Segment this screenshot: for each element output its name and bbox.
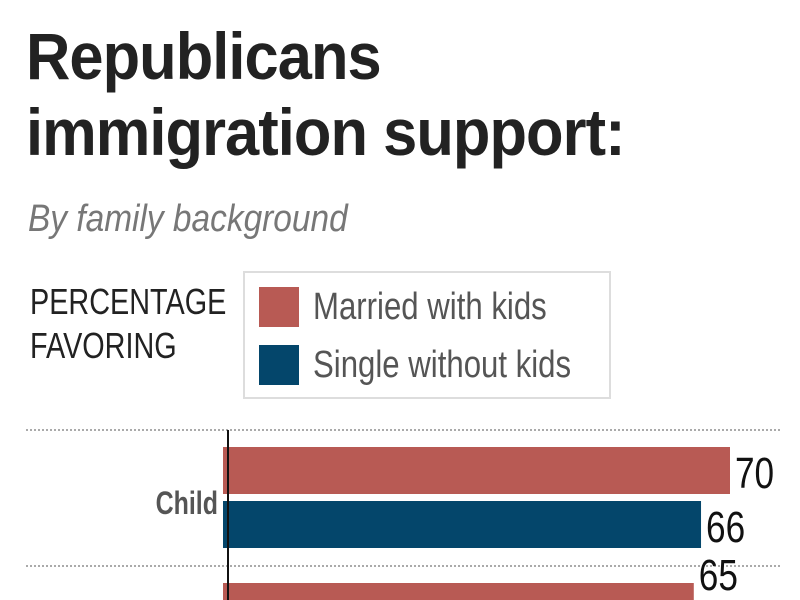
title-line-1: Republicans: [26, 19, 382, 93]
unit-line-1: PERCENTAGE: [30, 281, 227, 322]
legend-label: Single without kids: [313, 343, 572, 386]
data-label: 70: [735, 449, 774, 498]
bar: [223, 583, 694, 600]
unit-label: PERCENTAGE FAVORING: [30, 280, 226, 368]
legend-swatch-single: [259, 345, 299, 385]
title-line-2: immigration support:: [26, 95, 626, 169]
data-label: 66: [706, 503, 745, 552]
legend-swatch-married: [259, 287, 299, 327]
data-label: 65: [699, 551, 738, 600]
legend-label: Married with kids: [313, 285, 547, 328]
bar: [223, 447, 730, 494]
chart-title: Republicans immigration support:: [26, 18, 626, 170]
chart-subtitle: By family background: [28, 198, 348, 240]
legend-item-single: Single without kids: [259, 343, 628, 386]
bar: [223, 501, 702, 548]
category-label: Child: [156, 486, 218, 522]
unit-line-2: FAVORING: [30, 325, 177, 366]
legend-item-married: Married with kids: [259, 285, 598, 328]
legend: Married with kids Single without kids: [243, 271, 611, 399]
